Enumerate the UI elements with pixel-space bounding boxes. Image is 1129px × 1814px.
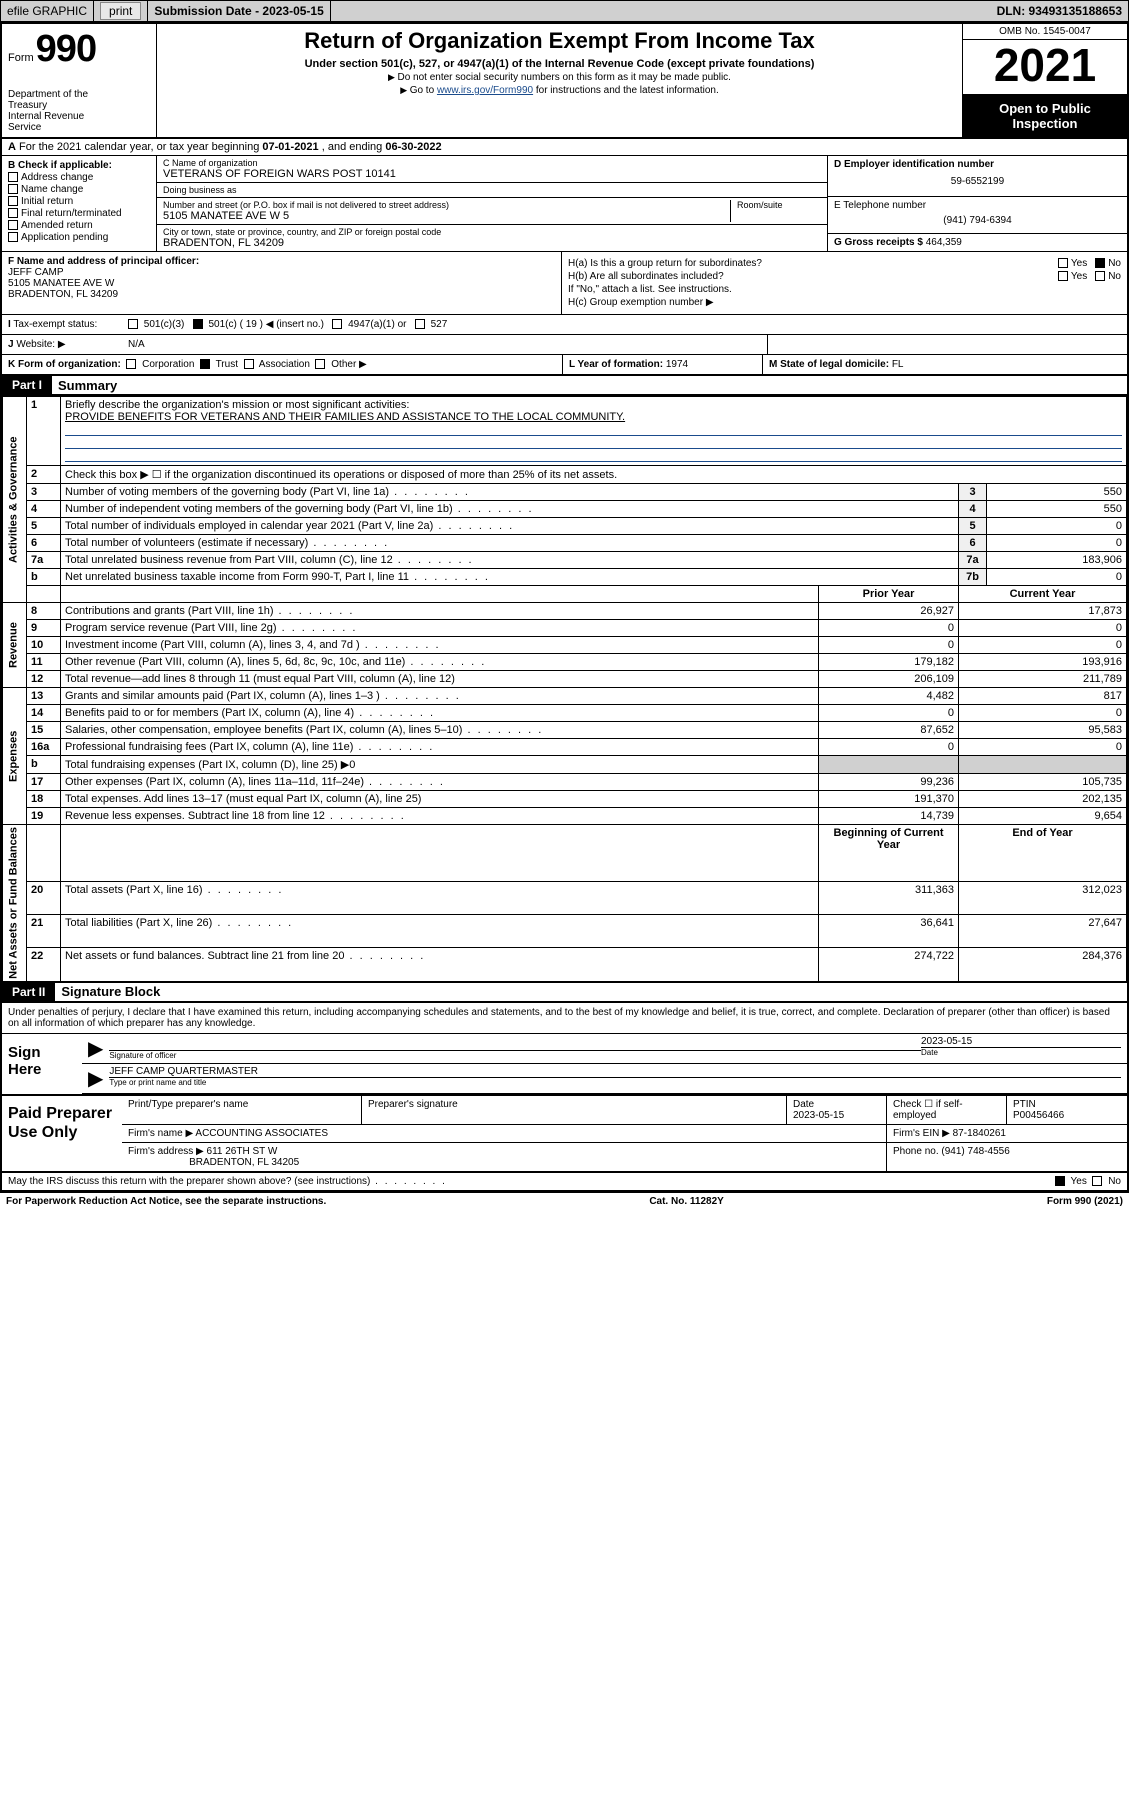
- tax-year: 2021: [963, 40, 1127, 95]
- sign-here-grid: Sign Here ▶ Signature of officer 2023-05…: [2, 1034, 1127, 1096]
- omb-number: OMB No. 1545-0047: [963, 24, 1127, 40]
- form-title: Return of Organization Exempt From Incom…: [165, 28, 954, 54]
- telephone: (941) 794-6394: [834, 211, 1121, 230]
- chk-4947[interactable]: [332, 319, 342, 329]
- header-mid: Return of Organization Exempt From Incom…: [157, 24, 962, 137]
- discuss-row: May the IRS discuss this return with the…: [2, 1173, 1127, 1191]
- section-revenue: Revenue: [3, 603, 27, 688]
- mission-text: PROVIDE BENEFITS FOR VETERANS AND THEIR …: [65, 411, 625, 423]
- paid-preparer-grid: Paid Preparer Use Only Print/Type prepar…: [2, 1096, 1127, 1173]
- page-footer: For Paperwork Reduction Act Notice, see …: [0, 1193, 1129, 1210]
- row-k-form-org: K Form of organization: Corporation Trus…: [2, 355, 1127, 375]
- chk-application-pending[interactable]: [8, 232, 18, 242]
- state-domicile: FL: [892, 359, 904, 370]
- chk-ha-no[interactable]: [1095, 258, 1105, 268]
- col-c-org-info: C Name of organization VETERANS OF FOREI…: [157, 156, 827, 251]
- signature-block: Under penalties of perjury, I declare th…: [2, 1003, 1127, 1191]
- chk-amended[interactable]: [8, 220, 18, 230]
- section-activities-governance: Activities & Governance: [3, 397, 27, 603]
- chk-assoc[interactable]: [244, 359, 254, 369]
- chk-other[interactable]: [315, 359, 325, 369]
- dln: DLN: 93493135188653: [991, 1, 1128, 21]
- header-left: Form 990 Department of theTreasuryIntern…: [2, 24, 157, 137]
- row-a-tax-year: A For the 2021 calendar year, or tax yea…: [2, 139, 1127, 156]
- subtitle-1: Under section 501(c), 527, or 4947(a)(1)…: [165, 58, 954, 70]
- form-header: Form 990 Department of theTreasuryIntern…: [2, 24, 1127, 139]
- chk-ha-yes[interactable]: [1058, 258, 1068, 268]
- irs-link[interactable]: www.irs.gov/Form990: [437, 85, 533, 96]
- submission-date: Submission Date - 2023-05-15: [148, 1, 330, 21]
- top-bar: efile GRAPHIC print Submission Date - 20…: [0, 0, 1129, 22]
- declaration-text: Under penalties of perjury, I declare th…: [2, 1003, 1127, 1034]
- org-name: VETERANS OF FOREIGN WARS POST 10141: [163, 168, 821, 180]
- subtitle-2: Do not enter social security numbers on …: [165, 72, 954, 83]
- header-right: OMB No. 1545-0047 2021 Open to Public In…: [962, 24, 1127, 137]
- efile-label: efile GRAPHIC: [1, 1, 94, 21]
- chk-527[interactable]: [415, 319, 425, 329]
- chk-hb-no[interactable]: [1095, 271, 1105, 281]
- officer-name-title: JEFF CAMP QUARTERMASTER: [109, 1066, 1121, 1077]
- col-h-group-return: H(a) Is this a group return for subordin…: [562, 252, 1127, 314]
- dept-treasury: Department of theTreasuryInternal Revenu…: [8, 89, 150, 133]
- row-i-tax-status: I Tax-exempt status: 501(c)(3) 501(c) ( …: [2, 315, 1127, 335]
- firm-ein: 87-1840261: [953, 1128, 1006, 1139]
- row-j-website: J Website: ▶ N/A: [2, 335, 1127, 355]
- subtitle-3: Go to www.irs.gov/Form990 for instructio…: [165, 85, 954, 96]
- chk-trust[interactable]: [200, 359, 210, 369]
- street-address: 5105 MANATEE AVE W 5: [163, 210, 724, 222]
- section-net-assets: Net Assets or Fund Balances: [3, 825, 27, 982]
- chk-name-change[interactable]: [8, 184, 18, 194]
- section-expenses: Expenses: [3, 688, 27, 825]
- chk-hb-yes[interactable]: [1058, 271, 1068, 281]
- chk-501c[interactable]: [193, 319, 203, 329]
- arrow-icon: ▶: [88, 1036, 103, 1061]
- info-grid: B Check if applicable: Address change Na…: [2, 156, 1127, 252]
- firm-phone: (941) 748-4556: [941, 1146, 1009, 1157]
- col-b-checkboxes: B Check if applicable: Address change Na…: [2, 156, 157, 251]
- chk-501c3[interactable]: [128, 319, 138, 329]
- firm-name: ACCOUNTING ASSOCIATES: [195, 1128, 328, 1139]
- year-formation: 1974: [666, 359, 688, 370]
- website-value: N/A: [122, 335, 767, 354]
- chk-discuss-no[interactable]: [1092, 1176, 1102, 1186]
- officer-name: JEFF CAMP: [8, 267, 555, 278]
- col-f-officer: F Name and address of principal officer:…: [2, 252, 562, 314]
- form-number: 990: [36, 28, 96, 71]
- sig-date: 2023-05-15: [921, 1036, 1121, 1047]
- ptin: P00456466: [1013, 1110, 1064, 1121]
- chk-address-change[interactable]: [8, 172, 18, 182]
- chk-initial-return[interactable]: [8, 196, 18, 206]
- row-f-h: F Name and address of principal officer:…: [2, 252, 1127, 315]
- print-button[interactable]: print: [100, 2, 141, 20]
- col-de: D Employer identification number 59-6552…: [827, 156, 1127, 251]
- open-public-badge: Open to Public Inspection: [963, 95, 1127, 137]
- part-1-header: Part I Summary: [2, 375, 1127, 396]
- summary-table: Activities & Governance 1 Briefly descri…: [2, 396, 1127, 982]
- form-word: Form: [8, 52, 34, 64]
- part-2-header: Part II Signature Block: [2, 982, 1127, 1003]
- ein: 59-6552199: [834, 170, 1121, 193]
- chk-discuss-yes[interactable]: [1055, 1176, 1065, 1186]
- arrow-icon: ▶: [88, 1066, 103, 1091]
- city-state-zip: BRADENTON, FL 34209: [163, 237, 821, 249]
- chk-final-return[interactable]: [8, 208, 18, 218]
- form-990: Form 990 Department of theTreasuryIntern…: [0, 22, 1129, 1193]
- gross-receipts: 464,359: [926, 237, 962, 248]
- chk-corp[interactable]: [126, 359, 136, 369]
